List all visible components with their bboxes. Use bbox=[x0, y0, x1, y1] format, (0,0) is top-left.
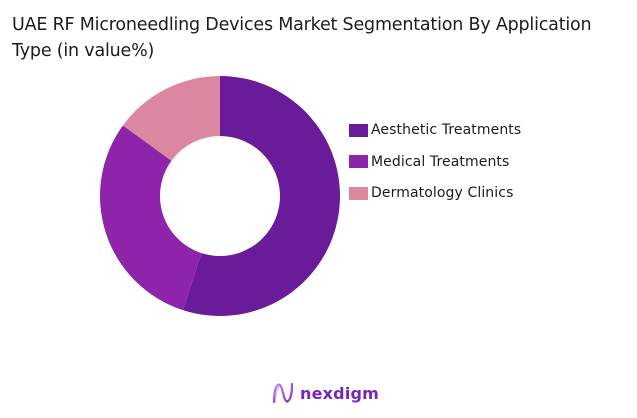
brand-name: nexdigm bbox=[300, 383, 380, 403]
legend-label: Aesthetic Treatments bbox=[371, 122, 522, 138]
donut-slice-dermatology-clinics[interactable] bbox=[122, 76, 220, 161]
legend-label: Dermatology Clinics bbox=[371, 185, 514, 201]
legend-item-medical-treatments[interactable]: Medical Treatments bbox=[349, 153, 521, 171]
chart-title: UAE RF Microneedling Devices Market Segm… bbox=[12, 15, 592, 61]
brand-logo: nexdigm bbox=[272, 381, 379, 405]
nexdigm-wave-logo-icon bbox=[272, 382, 294, 404]
legend-item-dermatology-clinics[interactable]: Dermatology Clinics bbox=[349, 184, 521, 202]
legend-swatch-icon bbox=[349, 123, 368, 137]
donut-slice-aesthetic-treatments[interactable] bbox=[182, 76, 341, 316]
legend-swatch-icon bbox=[349, 186, 368, 200]
donut-slices bbox=[100, 76, 341, 316]
legend-item-aesthetic-treatments[interactable]: Aesthetic Treatments bbox=[349, 121, 521, 139]
chart-legend: Aesthetic Treatments Medical Treatments … bbox=[349, 121, 521, 216]
legend-swatch-icon bbox=[349, 155, 368, 168]
donut-slice-medical-treatments[interactable] bbox=[100, 125, 202, 311]
legend-label: Medical Treatments bbox=[371, 153, 510, 170]
